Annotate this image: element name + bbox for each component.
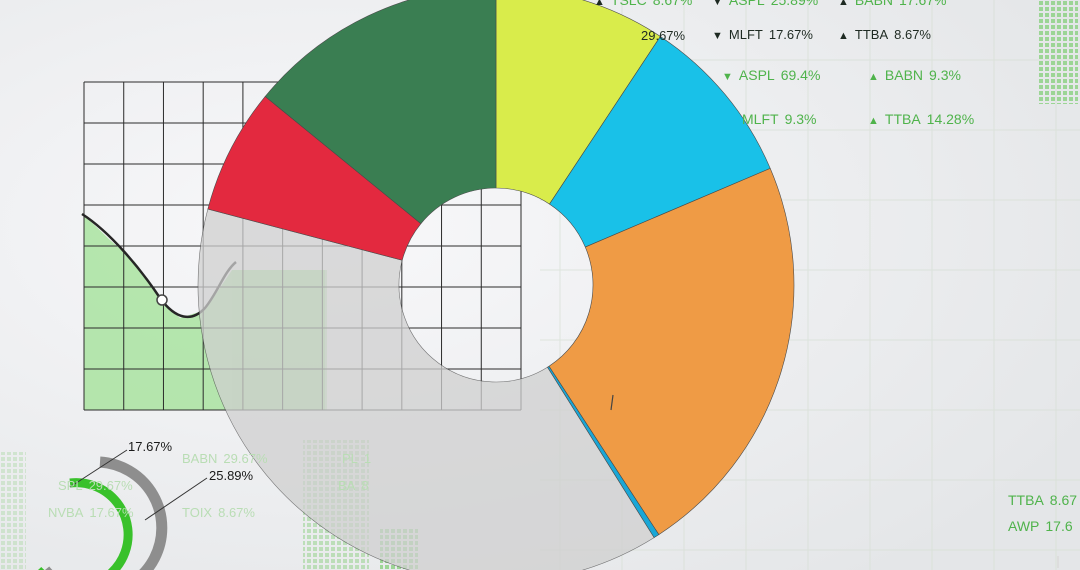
line-chart-point	[156, 294, 168, 306]
ticker-name: ASPL	[728, 0, 765, 8]
arrow-up-icon: ▲	[838, 30, 849, 42]
arrow-up-icon: ▲	[594, 0, 605, 8]
ticker-bottom-right-1: TTBA 8.67	[1008, 492, 1077, 508]
ticker-value: 29.67%	[641, 28, 686, 43]
donut-slice	[495, 0, 661, 205]
ticker-bottom-left-1: BABN 29.67%	[182, 451, 268, 466]
ticker-name: MLFT	[742, 111, 779, 127]
ticker-name: SPL	[58, 478, 83, 493]
ticker-bottom-left-3: NVBA 17.67%	[48, 505, 134, 520]
ticker-value: 14.28%	[926, 111, 975, 127]
ticker-row3-1: MLFT 9.3%	[742, 111, 816, 127]
ring-gauge	[38, 449, 208, 570]
ticker-name: TTBA	[854, 27, 889, 42]
ticker-value: 69.4%	[780, 67, 821, 83]
ticker-name: AWP	[1008, 518, 1040, 534]
ticker-top-1: ▲ TSLC 8.67%	[594, 0, 692, 8]
ticker-bottom-left-4: TOIX 8.67%	[182, 505, 255, 520]
arrow-up-icon: ▲	[838, 0, 849, 8]
ticker-value: 8.67%	[894, 27, 931, 42]
ticker-row3-2: ▲ TTBA 14.28%	[868, 111, 974, 127]
ticker-value: 9.3%	[784, 111, 817, 127]
ticker-row2-2: ▲ BABN 9.3%	[868, 67, 961, 83]
ticker-value: 17.67%	[768, 27, 813, 42]
donut-slice	[549, 36, 771, 248]
arrow-up-icon: ▲	[868, 115, 879, 127]
ticker-name: MLFT	[728, 27, 763, 42]
ticker-top-3: ▲ BABN 17.67%	[838, 0, 947, 8]
ticker-name: TSLC	[610, 0, 647, 8]
arrow-down-icon: ▼	[712, 0, 723, 8]
ticker-name: TTBA	[1008, 492, 1044, 508]
ticker-value: 17.6	[1045, 518, 1073, 534]
ticker-name: ASPL	[738, 67, 775, 83]
ticker-value: 25.89%	[770, 0, 819, 8]
ticker-value: 1	[363, 451, 372, 466]
ticker-bottom-left-6: BA 8	[338, 478, 369, 493]
ticker-value: 17.67%	[89, 505, 134, 520]
ticker-name: TTBA	[884, 111, 921, 127]
dotted-bar	[1038, 0, 1078, 104]
ticker-name: BABN	[854, 0, 894, 8]
donut-chart	[197, 0, 795, 570]
ticker-value: 8.67%	[218, 505, 255, 520]
dotted-bar	[0, 452, 26, 570]
ticker-row1-3: ▲ TTBA 8.67%	[838, 27, 931, 42]
ticker-value: 8.67%	[652, 0, 693, 8]
ticker-bottom-left-2: SPL 29.67%	[58, 478, 133, 493]
ring-gauge-inner	[38, 478, 133, 570]
gauge-leader-line	[69, 449, 128, 488]
arrow-down-icon: ▼	[722, 71, 733, 83]
arrow-up-icon: ▲	[868, 71, 879, 83]
gauge-label-2: 25.89%	[209, 468, 254, 483]
ticker-value: 17.67%	[899, 0, 947, 8]
ticker-name: NVBA	[48, 505, 84, 520]
donut-slice	[197, 208, 655, 570]
ticker-bottom-left-5: PL 1	[342, 451, 371, 466]
ticker-row2-1: ▼ ASPL 69.4%	[722, 67, 820, 83]
ticker-name: TOIX	[182, 505, 213, 520]
ticker-row1-1: 29.67%	[641, 28, 685, 43]
ticker-row1-2: ▼ MLFT 17.67%	[712, 27, 813, 42]
ticker-value: 8	[361, 478, 369, 493]
ticker-value: 8.67	[1049, 492, 1078, 508]
donut-slice	[264, 0, 497, 225]
ticker-value: 29.67%	[223, 451, 268, 466]
donut-slice	[548, 167, 795, 535]
ticker-name: BA	[338, 478, 356, 493]
arrow-down-icon: ▼	[712, 30, 723, 42]
gauge-label-1: 17.67%	[128, 439, 173, 454]
ticker-name: PL	[342, 451, 358, 466]
ticker-top-2: ▼ ASPL 25.89%	[712, 0, 818, 8]
ticker-name: BABN	[884, 67, 924, 83]
ticker-value: 29.67%	[88, 478, 133, 493]
ticker-bottom-right-2: AWP 17.6	[1008, 518, 1073, 534]
gauge-leader-line	[144, 477, 208, 521]
ring-gauge-outer	[45, 456, 168, 570]
ticker-name: BABN	[182, 451, 218, 466]
tick-mark	[610, 394, 614, 411]
ticker-value: 9.3%	[929, 67, 961, 83]
